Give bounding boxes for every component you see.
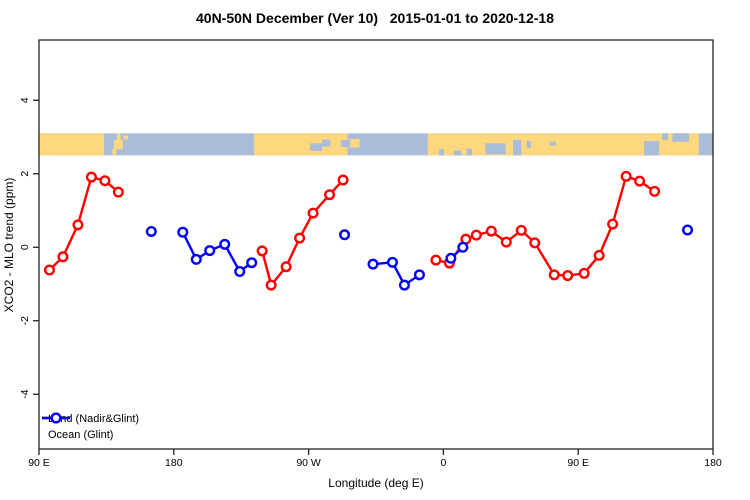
ocean-series-point [219,238,231,250]
chart-legend: Land (Nadir&Glint) Ocean (Glint) [41,411,139,443]
y-tick-label: 0 [19,244,31,250]
land-series-point [548,269,560,281]
map-band-water [549,141,556,146]
land-series-point [265,279,277,291]
map-band-land [113,139,123,150]
map-band-land [116,133,121,142]
land-series-point [294,232,306,244]
map-band-water [453,150,462,156]
land-series-point [634,175,646,187]
land-series-point [307,207,319,219]
map-band-water [644,141,660,156]
legend-label-ocean: Ocean (Glint) [48,429,114,441]
land-series-point [485,225,497,237]
map-band-water [310,143,323,151]
map-band-water [340,139,348,148]
land-series-point [470,229,482,241]
map-band-water [672,133,690,142]
plot-border [38,39,714,450]
x-tick-label: 90 E [567,457,589,469]
land-series-point [256,245,268,257]
map-band-land [349,138,360,148]
land-series-point [99,175,111,187]
ocean-series-point [177,226,189,238]
x-tick-label: 180 [704,457,722,469]
map-band-water [322,139,331,147]
y-tick-label: 4 [19,97,31,103]
land-series-point [578,267,590,279]
land-series-point [57,251,69,263]
ocean-series-point [367,258,379,270]
map-band-land [253,133,348,156]
land-series-point [72,219,84,231]
ocean-series-point [246,257,258,269]
map-band-water [662,133,669,140]
land-series-point [649,185,661,197]
legend-label-land: Land (Nadir&Glint) [48,413,140,425]
legend-item-ocean: Ocean (Glint) [41,412,139,443]
map-band-water [466,148,472,156]
ocean-series-point [457,241,469,253]
map-band-water [513,139,522,156]
y-tick-label: -2 [19,316,31,325]
x-tick-label: 90 E [28,457,50,469]
ocean-legend-circle [50,412,62,424]
map-band-land [123,135,129,140]
ocean-series-point [145,225,157,237]
ocean-series-point [386,256,398,268]
land-series-point [529,237,541,249]
map-band-water [438,149,445,156]
ocean-series-line [181,230,253,273]
x-tick-label: 90 W [296,457,321,469]
map-band-land [112,148,117,156]
land-series-point [607,218,619,230]
ocean-legend-marker-icon [42,412,70,424]
land-series-point [620,170,632,182]
land-series-point [430,254,442,266]
chart-title: 40N-50N December (Ver 10) 2015-01-01 to … [196,10,554,26]
land-series-line [434,175,656,277]
ocean-series-point [445,252,457,264]
ocean-series-point [413,269,425,281]
land-series-point [280,261,292,273]
ocean-series-line [371,261,421,287]
land-series-point [500,236,512,248]
map-band-water [485,143,506,155]
land-series-point [337,174,349,186]
map-band-land [39,133,105,156]
land-series-point [43,264,55,276]
land-series-point [562,270,574,282]
ocean-series-point [339,229,351,241]
ocean-series-point [204,245,216,257]
land-series-point [324,189,336,201]
land-series-point [112,186,124,198]
ocean-series-point [682,224,694,236]
map-band-water [526,141,532,148]
ocean-series-point [398,279,410,291]
y-tick-label: -4 [19,389,31,398]
land-series-point [85,171,97,183]
ocean-series-point [234,266,246,278]
y-axis-title: XCO2 - MLO trend (ppm) [2,178,16,313]
x-tick-label: 180 [165,457,183,469]
x-tick-label: 0 [440,457,446,469]
land-series-point [593,249,605,261]
x-axis-title: Longitude (deg E) [328,476,423,490]
y-tick-label: 2 [19,171,31,177]
land-series-point [515,224,527,236]
ocean-series-point [190,253,202,265]
